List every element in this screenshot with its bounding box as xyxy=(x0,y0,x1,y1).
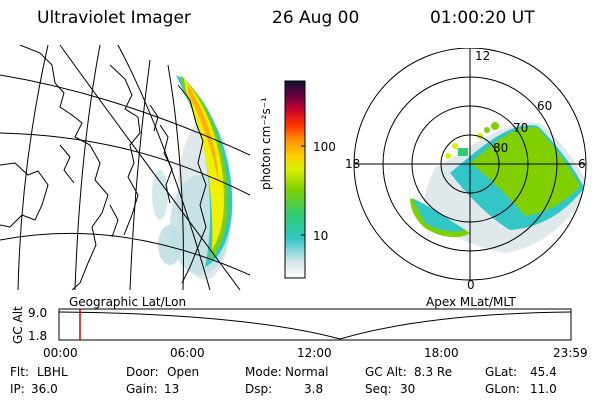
glon-value: 11.0 xyxy=(530,382,557,396)
dsp-value: 3.8 xyxy=(304,382,324,396)
altitude-timeline xyxy=(58,308,572,341)
observation-time: 01:00:20 UT xyxy=(430,8,535,28)
orbit-altitude-curve xyxy=(58,311,572,340)
observation-date: 26 Aug 00 xyxy=(272,8,360,28)
timeline-ytick-1-8: 1.8 xyxy=(28,329,48,343)
timeline-axis-label: GC Alt xyxy=(11,306,25,344)
timeline-xtick-1200: 12:00 xyxy=(297,346,332,360)
intensity-colorbar xyxy=(284,80,306,279)
mlt-label-12: 12 xyxy=(475,49,491,63)
timeline-xtick-0000: 00:00 xyxy=(43,346,78,360)
gain-value: 13 xyxy=(164,382,180,396)
ip-value: 36.0 xyxy=(31,382,58,396)
dsp-label: Dsp: xyxy=(245,382,273,396)
lat-label-80: 80 xyxy=(493,141,509,155)
timeline-xtick-1800: 18:00 xyxy=(424,346,459,360)
polar-grid xyxy=(353,48,587,281)
flt-value: LBHL xyxy=(37,365,68,379)
mode-label: Mode: xyxy=(245,365,282,379)
ip-label: IP: xyxy=(10,382,25,396)
door-value: Open xyxy=(167,365,200,379)
lat-lon-grid xyxy=(0,45,250,290)
polar-auroral-emission xyxy=(410,122,586,253)
glat-label: GLat: xyxy=(485,365,518,379)
lat-label-60: 60 xyxy=(537,99,553,113)
mlt-label-0: 0 xyxy=(467,278,475,292)
timeline-xtick-0600: 06:00 xyxy=(170,346,205,360)
left-panel-label: Geographic Lat/Lon xyxy=(69,295,187,309)
right-panel-label: Apex MLat/MLT xyxy=(426,295,516,309)
colorbar-unit-label: photon cm⁻²s⁻¹ xyxy=(259,97,273,190)
instrument-title: Ultraviolet Imager xyxy=(37,8,191,28)
continent-outlines xyxy=(0,45,207,290)
mode-value: Normal xyxy=(285,365,329,379)
colorbar-tick-100: 100 xyxy=(313,140,336,154)
seq-label: Seq: xyxy=(365,382,392,396)
colorbar-tick-10: 10 xyxy=(313,229,329,243)
glon-label: GLon: xyxy=(485,382,520,396)
lat-label-70: 70 xyxy=(513,121,529,135)
glat-value: 45.4 xyxy=(530,365,557,379)
gc-alt-value: 8.3 Re xyxy=(414,365,453,379)
auroral-oval-emission xyxy=(152,75,233,280)
geographic-map xyxy=(0,45,250,290)
gain-label: Gain: xyxy=(126,382,158,396)
mlt-label-6: 6 xyxy=(578,157,586,171)
door-label: Door: xyxy=(126,365,159,379)
gc-alt-label: GC Alt: xyxy=(365,365,407,379)
polar-plot xyxy=(353,48,587,281)
flt-label: Flt: xyxy=(10,365,29,379)
mlt-label-18: 18 xyxy=(345,157,361,171)
timeline-xtick-2359: 23:59 xyxy=(553,346,588,360)
timeline-ytick-9: 9.0 xyxy=(28,306,48,320)
seq-value: 30 xyxy=(400,382,416,396)
